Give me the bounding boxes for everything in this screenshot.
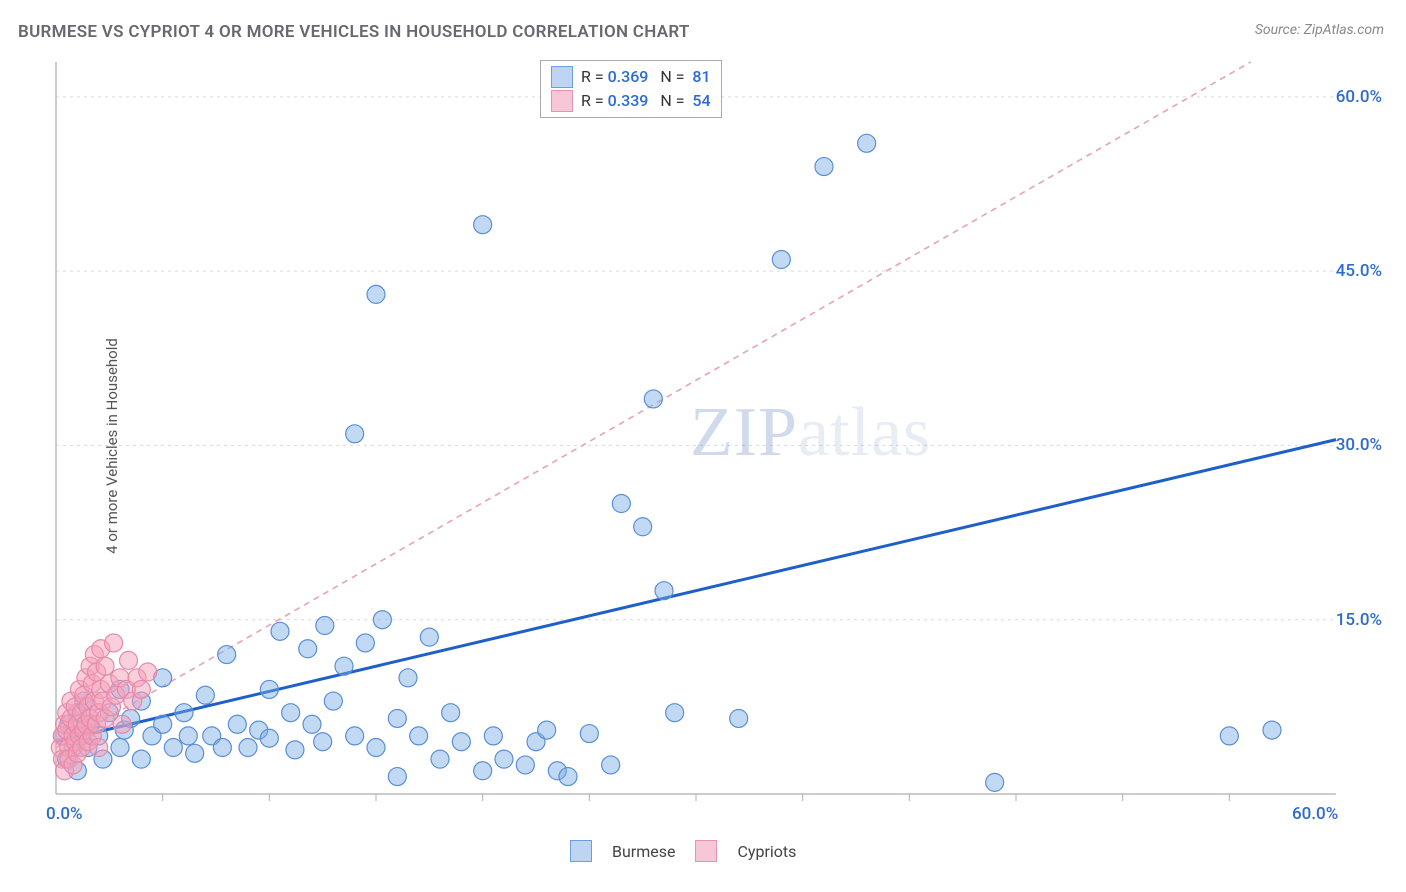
- stats-legend-row: R = 0.339 N = 54: [551, 89, 711, 113]
- series-legend: Burmese Cypriots: [570, 840, 796, 862]
- legend-swatch: [570, 840, 592, 862]
- legend-swatch: [551, 90, 573, 112]
- source-label: Source: ZipAtlas.com: [1255, 22, 1384, 38]
- legend-label: Cypriots: [737, 842, 796, 861]
- x-axis-max-label: 60.0%: [1292, 804, 1338, 824]
- stats-legend-text: R = 0.369 N = 81: [581, 65, 711, 89]
- stats-legend-text: R = 0.339 N = 54: [581, 89, 711, 113]
- chart-container: BURMESE VS CYPRIOT 4 OR MORE VEHICLES IN…: [0, 0, 1406, 892]
- y-tick-label: 60.0%: [1336, 87, 1382, 107]
- scatter-svg: [50, 58, 1386, 828]
- legend-swatch: [551, 66, 573, 88]
- plot-area: ZIPatlas R = 0.369 N = 81R = 0.339 N = 5…: [50, 58, 1386, 828]
- chart-title: BURMESE VS CYPRIOT 4 OR MORE VEHICLES IN…: [18, 22, 690, 42]
- x-axis-origin-label: 0.0%: [46, 804, 83, 824]
- y-tick-label: 30.0%: [1336, 435, 1382, 455]
- y-tick-label: 15.0%: [1336, 610, 1382, 630]
- stats-legend: R = 0.369 N = 81R = 0.339 N = 54: [540, 60, 722, 118]
- stats-legend-row: R = 0.369 N = 81: [551, 65, 711, 89]
- y-tick-label: 45.0%: [1336, 261, 1382, 281]
- legend-swatch: [695, 840, 717, 862]
- legend-label: Burmese: [612, 842, 675, 861]
